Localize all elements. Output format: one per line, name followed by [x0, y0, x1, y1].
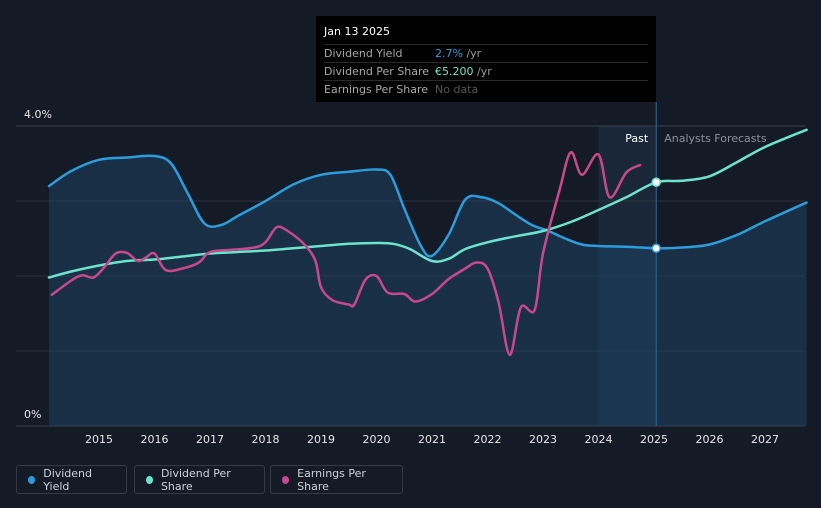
tooltip-value: 2.7%	[435, 47, 463, 60]
tooltip-row-dividend-per-share: Dividend Per Share €5.200 /yr	[324, 62, 648, 80]
tooltip-row-dividend-yield: Dividend Yield 2.7% /yr	[324, 44, 648, 62]
tooltip-row-earnings-per-share: Earnings Per Share No data	[324, 80, 648, 98]
tooltip-label: Earnings Per Share	[324, 83, 429, 96]
x-tick-label: 2025	[640, 433, 668, 446]
marker-dividend-yield	[651, 243, 661, 253]
hover-tooltip: Jan 13 2025 Dividend Yield 2.7% /yr Divi…	[316, 16, 656, 102]
tooltip-suffix: /yr	[473, 65, 492, 78]
x-tick-label: 2024	[585, 433, 613, 446]
tooltip-date: Jan 13 2025	[324, 25, 390, 38]
legend-label: Dividend Per Share	[160, 466, 231, 493]
legend-dividend-yield[interactable]: Dividend Yield	[16, 465, 127, 494]
x-tick-label: 2019	[307, 433, 335, 446]
marker-dividend-per-share	[651, 177, 661, 187]
legend-dot-icon	[28, 475, 36, 484]
tooltip-value: €5.200	[435, 65, 474, 78]
legend-label: Dividend Yield	[43, 466, 93, 493]
x-tick-label: 2020	[363, 433, 391, 446]
x-tick-label: 2018	[252, 433, 280, 446]
x-tick-label: 2015	[85, 433, 113, 446]
tooltip-label: Dividend Yield	[324, 47, 403, 60]
tooltip-value: No data	[435, 83, 479, 96]
dividend-yield-area	[49, 155, 807, 427]
y-tick-label: 4.0%	[24, 108, 52, 121]
series-line-earnings-per-share	[50, 151, 642, 357]
series-line-dividend-yield	[47, 154, 808, 258]
x-tick-label: 2017	[196, 433, 224, 446]
x-tick-label: 2021	[418, 433, 446, 446]
legend-earnings-per-share[interactable]: Earnings Per Share	[270, 465, 403, 494]
y-tick-label: 0%	[24, 408, 41, 421]
tooltip-label: Dividend Per Share	[324, 65, 430, 78]
legend-dot-icon	[146, 475, 153, 484]
x-tick-label: 2023	[529, 433, 557, 446]
legend-dividend-per-share[interactable]: Dividend Per Share	[134, 465, 265, 494]
past-region-label: Past	[625, 132, 649, 145]
tooltip-suffix: /yr	[462, 47, 482, 60]
legend-dot-icon	[282, 475, 290, 484]
x-tick-label: 2027	[751, 433, 779, 446]
x-tick-label: 2016	[141, 433, 169, 446]
x-tick-label: 2022	[474, 433, 502, 446]
legend-label: Earnings Per Share	[297, 466, 366, 493]
forecast-region-label: Analysts Forecasts	[664, 132, 767, 145]
x-tick-label: 2026	[696, 433, 724, 446]
